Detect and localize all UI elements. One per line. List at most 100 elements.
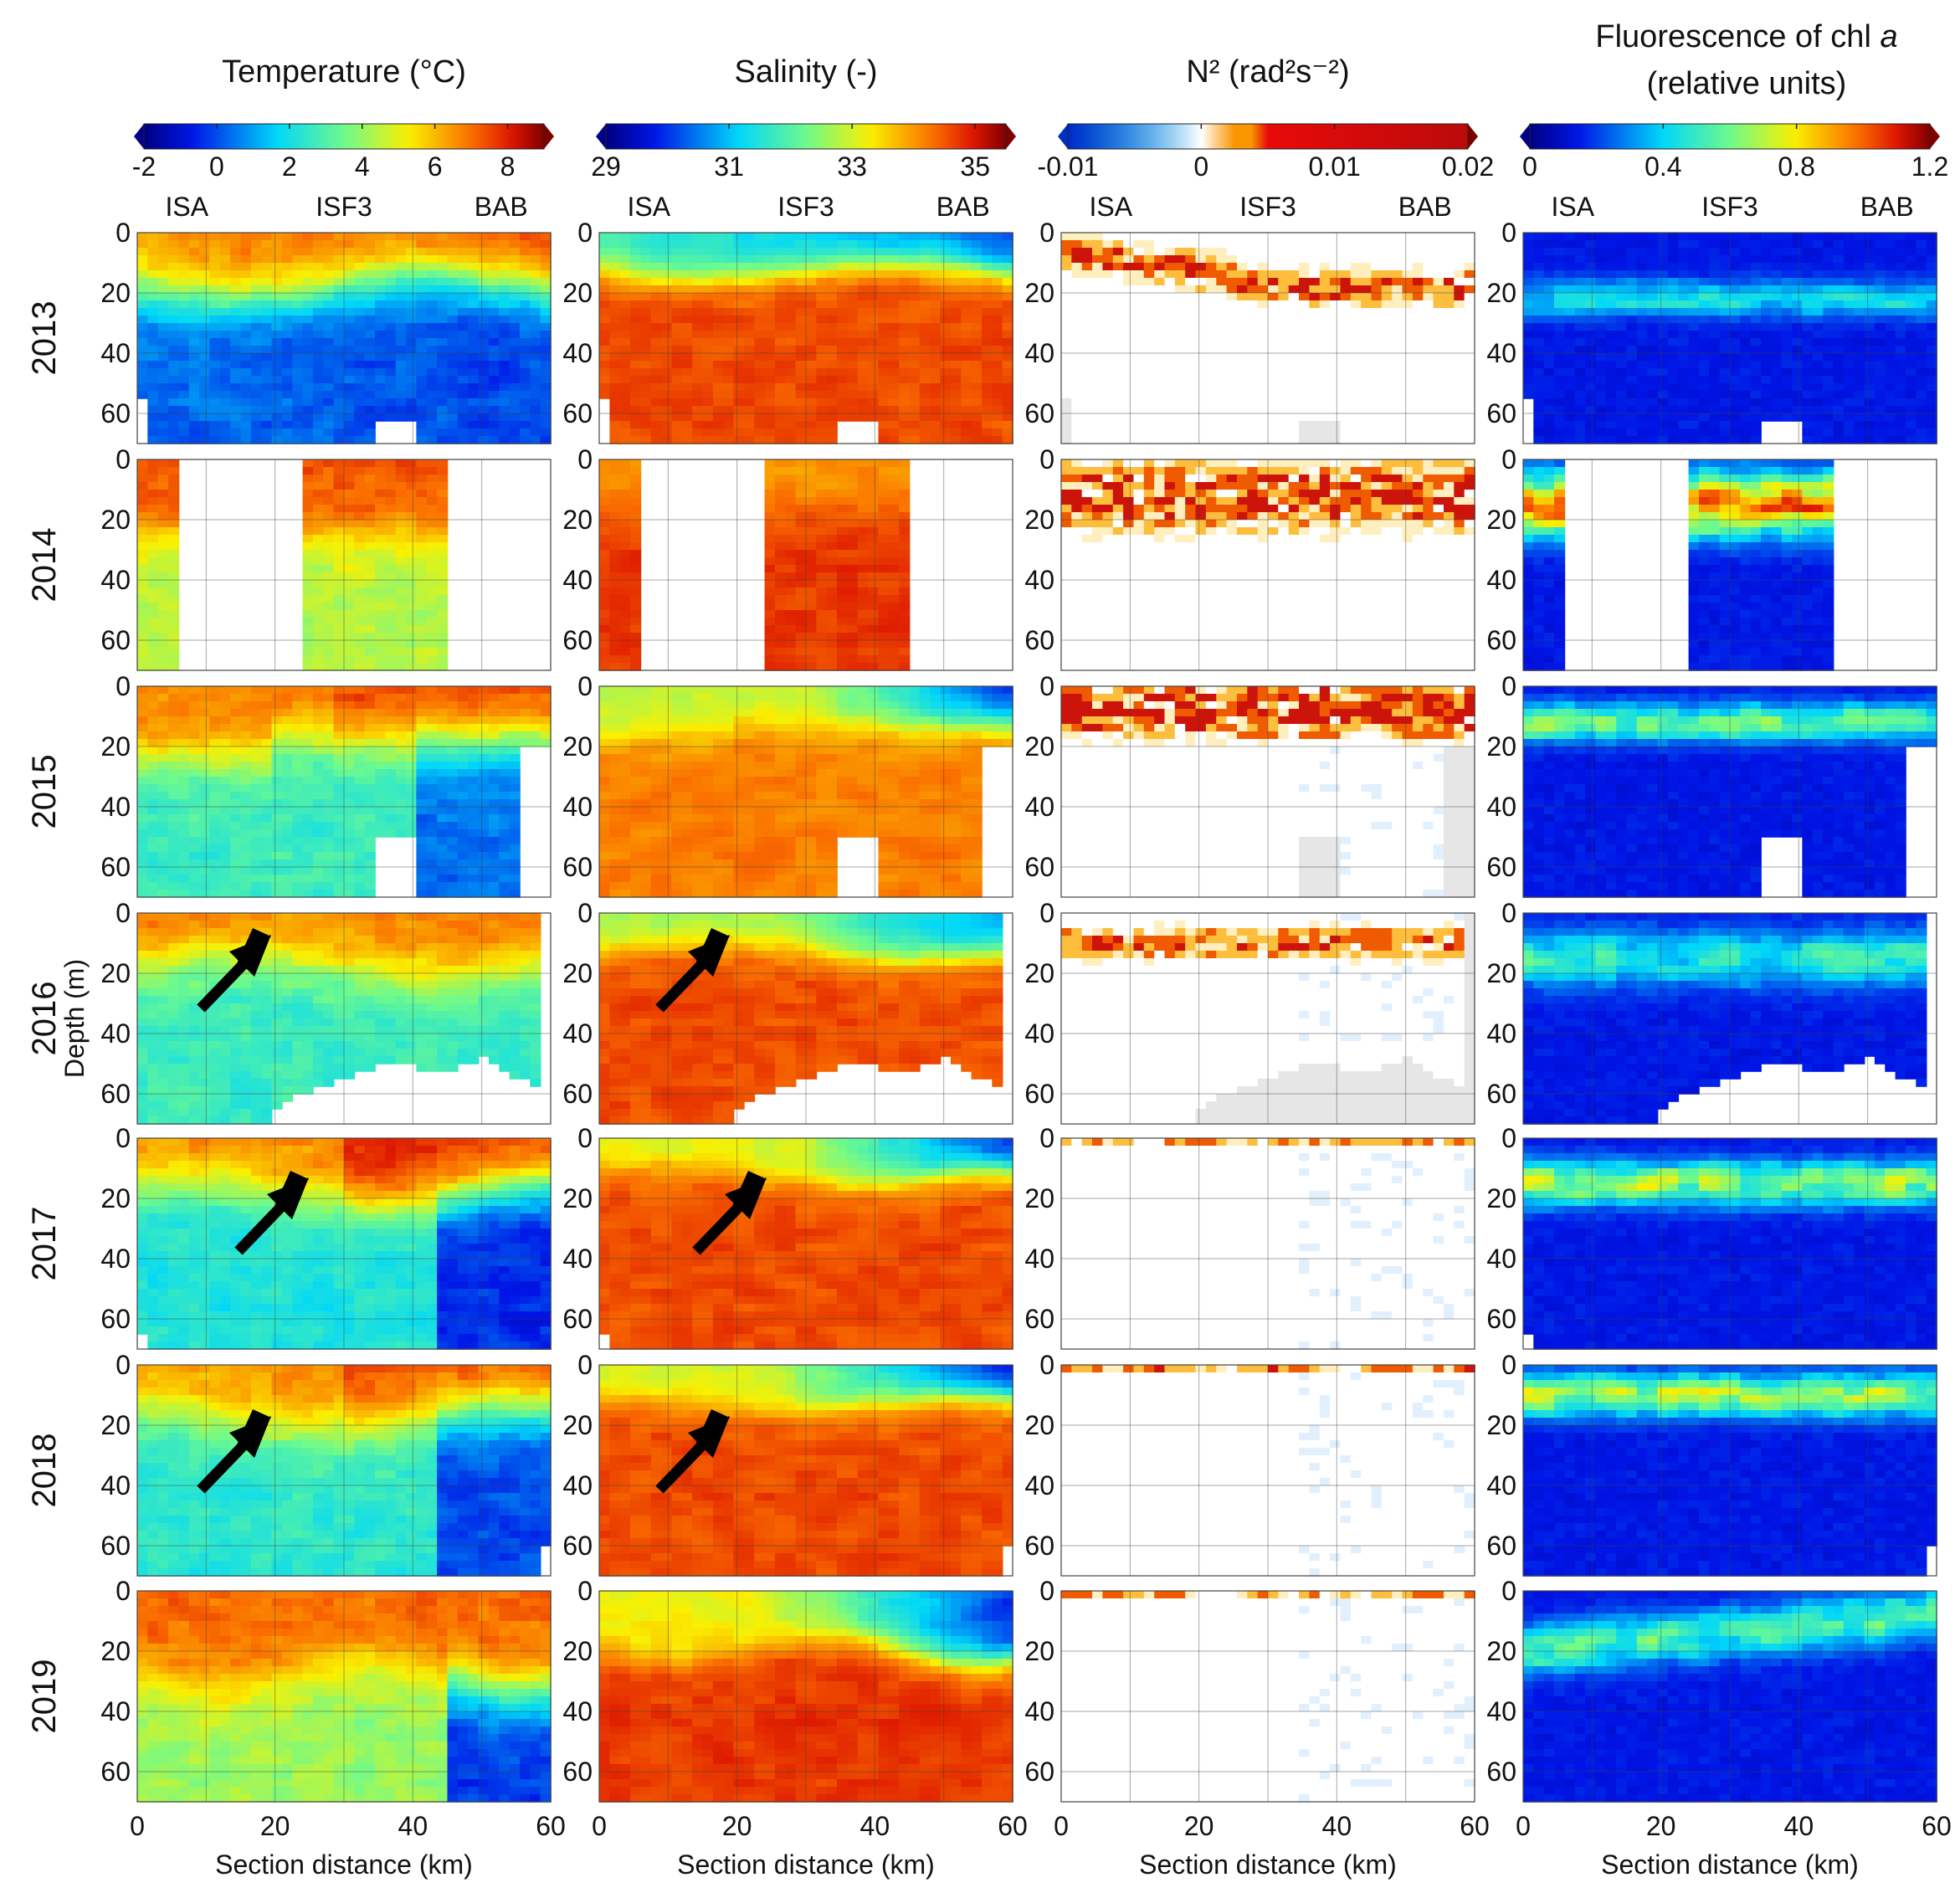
heatmap-cell <box>323 436 334 444</box>
colorbar-temp <box>144 124 544 149</box>
heatmap-cell <box>640 331 651 339</box>
heatmap-cell <box>292 428 303 437</box>
heatmap-cell <box>651 331 662 339</box>
heatmap-cell <box>292 248 303 256</box>
heatmap-cell <box>406 308 417 316</box>
heatmap-cell <box>323 338 334 346</box>
heatmap-cell <box>416 316 427 324</box>
heatmap-cell <box>158 361 169 369</box>
heatmap-cell <box>334 240 345 249</box>
heatmap-cell <box>365 338 376 346</box>
heatmap-cell <box>189 376 200 384</box>
heatmap-cell <box>272 421 283 429</box>
heatmap-cell <box>354 248 365 256</box>
heatmap-cell <box>520 421 531 429</box>
heatmap-cell <box>375 398 386 407</box>
heatmap-cell <box>178 346 189 354</box>
heatmap-cell <box>541 323 552 331</box>
heatmap-cell <box>530 368 541 377</box>
heatmap-cell <box>137 331 148 339</box>
heatmap-cell <box>609 346 620 354</box>
heatmap-cell <box>630 240 641 249</box>
heatmap-cell <box>292 338 303 346</box>
heatmap-cell <box>530 353 541 362</box>
heatmap-cell <box>323 285 334 294</box>
heatmap-cell <box>189 263 200 271</box>
heatmap-cell <box>640 353 651 362</box>
heatmap-cell <box>365 361 376 369</box>
heatmap-cell <box>499 398 510 407</box>
heatmap-cell <box>599 248 610 256</box>
heatmap-cell <box>448 248 459 256</box>
heatmap-cell <box>458 316 469 324</box>
heatmap-cell <box>510 278 521 286</box>
heatmap-cell <box>147 278 158 286</box>
heatmap-cell <box>344 248 355 256</box>
heatmap-cell <box>313 346 324 354</box>
heatmap-cell <box>489 376 500 384</box>
heatmap-cell <box>178 436 189 444</box>
heatmap-cell <box>620 240 631 249</box>
heatmap-cell <box>599 278 610 286</box>
heatmap-cell <box>375 331 386 339</box>
heatmap-cell <box>640 376 651 384</box>
heatmap-cell <box>158 240 169 249</box>
heatmap-cell <box>168 368 179 377</box>
heatmap-cell <box>489 293 500 301</box>
heatmap-cell <box>199 331 210 339</box>
heatmap-cell <box>334 368 345 377</box>
heatmap-cell <box>479 346 490 354</box>
heatmap-cell <box>158 278 169 286</box>
heatmap-cell <box>147 308 158 316</box>
heatmap-cell <box>313 428 324 437</box>
heatmap-cell <box>189 255 200 264</box>
heatmap-cell <box>703 248 714 256</box>
heatmap-cell <box>437 263 448 271</box>
colorbar-tick-label: -2 <box>132 151 156 182</box>
heatmap-cell <box>158 270 169 279</box>
heatmap-cell <box>437 346 448 354</box>
heatmap-cell <box>692 346 703 354</box>
heatmap-cell <box>499 383 510 392</box>
heatmap-cell <box>303 331 314 339</box>
heatmap-cell <box>640 293 651 301</box>
heatmap-cell <box>313 293 324 301</box>
heatmap-cell <box>354 278 365 286</box>
heatmap-cell <box>282 428 293 437</box>
heatmap-cell <box>261 270 272 279</box>
heatmap-cell <box>292 383 303 392</box>
heatmap-cell <box>530 270 541 279</box>
heatmap-cell <box>158 413 169 422</box>
heatmap-cell <box>630 278 641 286</box>
heatmap-cell <box>640 233 651 241</box>
heatmap-cell <box>323 331 334 339</box>
heatmap-cell <box>230 436 241 444</box>
heatmap-cell <box>640 248 651 256</box>
heatmap-cell <box>158 293 169 301</box>
heatmap-cell <box>344 406 355 414</box>
heatmap-cell <box>282 331 293 339</box>
heatmap-cell <box>682 293 693 301</box>
heatmap-cell <box>230 240 241 249</box>
heatmap-cell <box>520 278 531 286</box>
heatmap-cell <box>220 263 231 271</box>
heatmap-cell <box>209 233 220 241</box>
heatmap-cell <box>251 436 262 444</box>
heatmap-cell <box>334 248 345 256</box>
heatmap-cell <box>458 263 469 271</box>
heatmap-cell <box>334 398 345 407</box>
heatmap-cell <box>489 338 500 346</box>
heatmap-cell <box>261 308 272 316</box>
heatmap-cell <box>630 285 641 294</box>
heatmap-cell <box>375 278 386 286</box>
heatmap-cell <box>385 398 396 407</box>
heatmap-cell <box>158 346 169 354</box>
heatmap-cell <box>147 421 158 429</box>
heatmap-cell <box>640 270 651 279</box>
heatmap-cell <box>199 323 210 331</box>
heatmap-cell <box>323 316 334 324</box>
heatmap-cell <box>385 361 396 369</box>
heatmap-cell <box>168 421 179 429</box>
heatmap-cell <box>251 323 262 331</box>
heatmap-cell <box>630 428 641 437</box>
